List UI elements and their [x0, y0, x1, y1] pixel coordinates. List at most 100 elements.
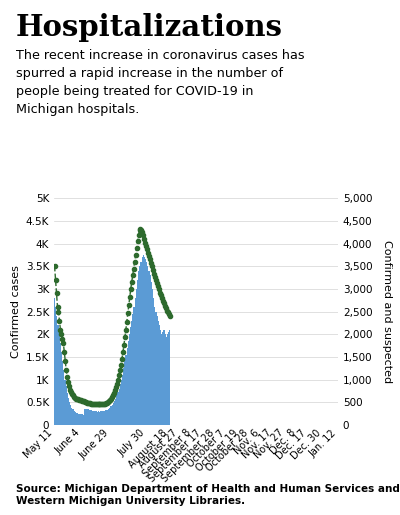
Bar [153, 298, 154, 425]
Bar [63, 370, 64, 425]
Bar [102, 411, 104, 425]
Bar [62, 362, 63, 425]
Bar [116, 396, 117, 425]
Bar [160, 330, 161, 425]
Bar [75, 411, 76, 425]
Bar [117, 392, 118, 425]
Bar [72, 409, 74, 425]
Bar [64, 380, 66, 425]
Bar [70, 405, 71, 425]
Bar [68, 398, 69, 425]
Text: The recent increase in coronavirus cases has
spurred a rapid increase in the num: The recent increase in coronavirus cases… [16, 49, 305, 116]
Bar [169, 330, 170, 425]
Bar [88, 410, 90, 425]
Bar [144, 257, 145, 425]
Bar [54, 298, 55, 425]
Bar [59, 334, 60, 425]
Bar [164, 330, 165, 425]
Bar [100, 411, 101, 425]
Bar [105, 410, 106, 425]
Y-axis label: Confirmed and suspected: Confirmed and suspected [382, 240, 392, 383]
Bar [55, 307, 56, 425]
Bar [154, 307, 155, 425]
Bar [114, 401, 115, 425]
Bar [90, 410, 91, 425]
Bar [151, 282, 152, 425]
Bar [121, 380, 122, 425]
Bar [85, 409, 86, 425]
Bar [77, 413, 78, 425]
Bar [126, 348, 128, 425]
Bar [79, 414, 80, 425]
Bar [115, 399, 116, 425]
Y-axis label: Confirmed cases: Confirmed cases [11, 265, 21, 358]
Bar [152, 289, 153, 425]
Bar [108, 409, 109, 425]
Bar [143, 255, 144, 425]
Bar [137, 280, 138, 425]
Bar [69, 402, 70, 425]
Bar [86, 409, 88, 425]
Bar [123, 368, 124, 425]
Bar [147, 266, 148, 425]
Bar [91, 410, 92, 425]
Bar [58, 325, 59, 425]
Bar [139, 266, 140, 425]
Bar [124, 362, 126, 425]
Bar [98, 411, 99, 425]
Bar [168, 332, 169, 425]
Bar [78, 414, 79, 425]
Bar [134, 307, 135, 425]
Bar [145, 260, 146, 425]
Bar [83, 415, 84, 425]
Bar [155, 312, 156, 425]
Text: Source: Michigan Department of Health and Human Services and
Western Michigan Un: Source: Michigan Department of Health an… [16, 484, 400, 506]
Bar [162, 332, 164, 425]
Bar [140, 262, 142, 425]
Bar [109, 408, 110, 425]
Bar [130, 328, 131, 425]
Bar [136, 289, 137, 425]
Bar [148, 271, 150, 425]
Bar [165, 334, 166, 425]
Bar [67, 393, 68, 425]
Bar [167, 334, 168, 425]
Bar [112, 405, 113, 425]
Bar [84, 409, 85, 425]
Bar [101, 411, 102, 425]
Bar [97, 411, 98, 425]
Bar [161, 334, 162, 425]
Bar [96, 411, 97, 425]
Bar [74, 411, 75, 425]
Bar [61, 352, 62, 425]
Bar [131, 321, 132, 425]
Bar [92, 410, 93, 425]
Bar [142, 257, 143, 425]
Bar [120, 384, 121, 425]
Bar [150, 276, 151, 425]
Bar [82, 415, 83, 425]
Bar [156, 316, 158, 425]
Bar [146, 262, 147, 425]
Bar [129, 334, 130, 425]
Bar [110, 406, 112, 425]
Bar [138, 271, 139, 425]
Bar [122, 375, 123, 425]
Bar [99, 411, 100, 425]
Bar [60, 344, 61, 425]
Bar [106, 410, 107, 425]
Bar [80, 414, 82, 425]
Bar [118, 389, 120, 425]
Bar [71, 408, 72, 425]
Bar [66, 386, 67, 425]
Bar [76, 413, 77, 425]
Text: Hospitalizations: Hospitalizations [16, 13, 283, 42]
Bar [104, 410, 105, 425]
Bar [158, 321, 159, 425]
Bar [56, 316, 58, 425]
Bar [107, 410, 108, 425]
Bar [159, 325, 160, 425]
Bar [166, 336, 167, 425]
Bar [135, 298, 136, 425]
Bar [113, 403, 114, 425]
